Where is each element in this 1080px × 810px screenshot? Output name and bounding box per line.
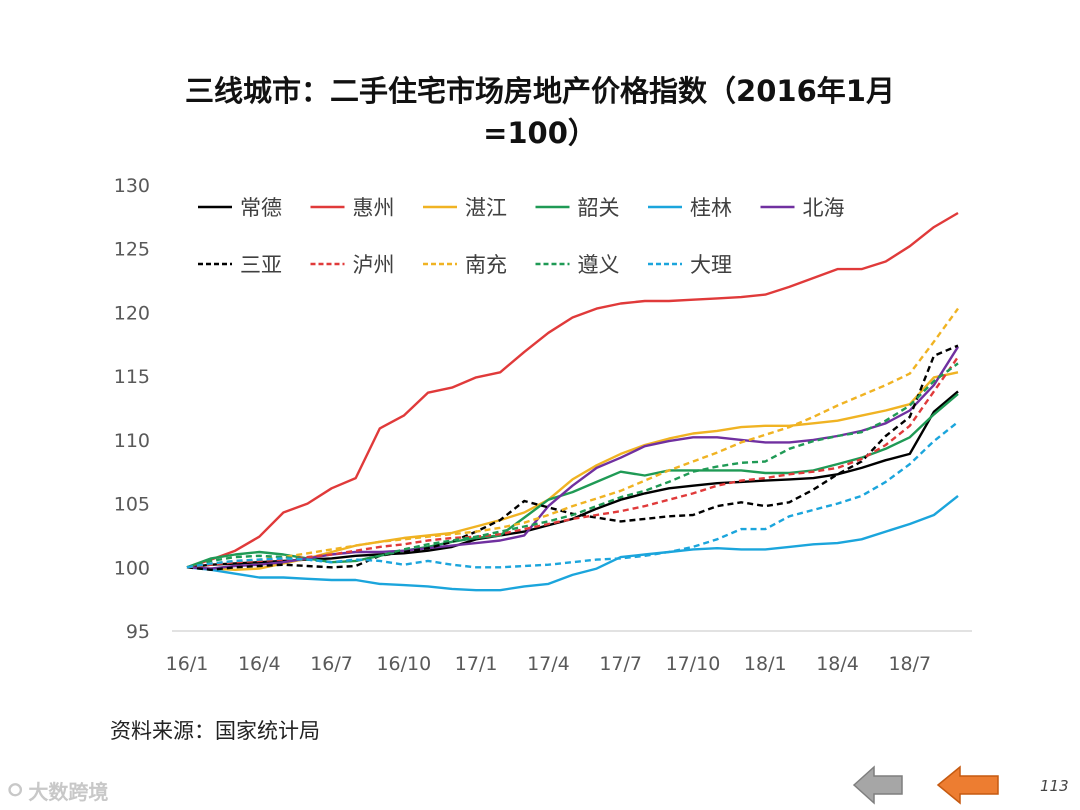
y-tick-label: 95 <box>126 621 150 643</box>
left-arrow-icon <box>852 765 903 805</box>
legend-label: 遵义 <box>578 253 620 277</box>
x-tick-label: 16/1 <box>166 653 209 675</box>
y-tick-label: 100 <box>114 557 150 579</box>
series-line-韶关 <box>186 393 959 569</box>
legend-label: 桂林 <box>690 196 732 220</box>
x-tick-label: 18/4 <box>816 653 859 675</box>
page-number: 113 <box>1040 777 1069 795</box>
legend-label: 惠州 <box>353 196 395 220</box>
series-line-南充 <box>186 307 959 569</box>
y-tick-label: 105 <box>114 494 150 516</box>
y-tick-label: 115 <box>114 366 150 388</box>
watermark-logo-icon: ⭘ <box>8 780 23 801</box>
watermark: ⭘ 大数跨境 <box>8 776 108 805</box>
x-tick-label: 18/7 <box>888 653 931 675</box>
legend-label: 常德 <box>240 196 282 220</box>
series-lines <box>186 211 960 592</box>
x-tick-label: 17/7 <box>599 653 642 675</box>
y-tick-label: 120 <box>114 302 150 324</box>
x-tick-label: 17/1 <box>455 653 498 675</box>
series-line-惠州 <box>186 211 959 569</box>
source-note: 资料来源：国家统计局 <box>110 719 320 743</box>
x-tick-label: 18/1 <box>744 653 787 675</box>
series-line-大理 <box>186 421 959 569</box>
legend-label: 北海 <box>803 196 845 220</box>
series-line-桂林 <box>186 494 959 592</box>
x-tick-label: 16/10 <box>376 653 431 675</box>
series-line-北海 <box>186 346 960 570</box>
y-tick-label: 130 <box>114 175 150 197</box>
x-tick-label: 17/10 <box>666 653 721 675</box>
legend-label: 三亚 <box>240 253 282 277</box>
series-line-三亚 <box>186 344 959 571</box>
x-tick-label: 16/7 <box>310 653 353 675</box>
x-axis-ticks: 16/1 16/4 16/7 16/10 17/1 17/4 17/7 17/10 18/1 18… <box>166 653 931 675</box>
legend-label: 韶关 <box>578 196 620 220</box>
watermark-text: 大数跨境 <box>28 780 109 804</box>
series-line-遵义 <box>186 362 959 569</box>
x-tick-label: 17/4 <box>527 653 570 675</box>
next-page-button[interactable] <box>936 764 1000 806</box>
legend-label: 泸州 <box>353 253 395 277</box>
left-arrow-icon <box>936 765 999 805</box>
legend-label: 南充 <box>465 253 507 277</box>
y-tick-label: 125 <box>114 239 150 261</box>
y-axis-ticks: 95 100 105 110 115 120 125 130 <box>114 175 150 643</box>
legend-label: 大理 <box>690 253 732 277</box>
series-line-泸州 <box>186 356 959 569</box>
chart-title: 三线城市：二手住宅市场房地产价格指数（2016年1月=100） <box>185 74 895 150</box>
previous-page-button[interactable] <box>852 764 904 806</box>
x-tick-label: 16/4 <box>238 653 281 675</box>
legend-label: 湛江 <box>465 196 507 220</box>
y-tick-label: 110 <box>114 430 150 452</box>
